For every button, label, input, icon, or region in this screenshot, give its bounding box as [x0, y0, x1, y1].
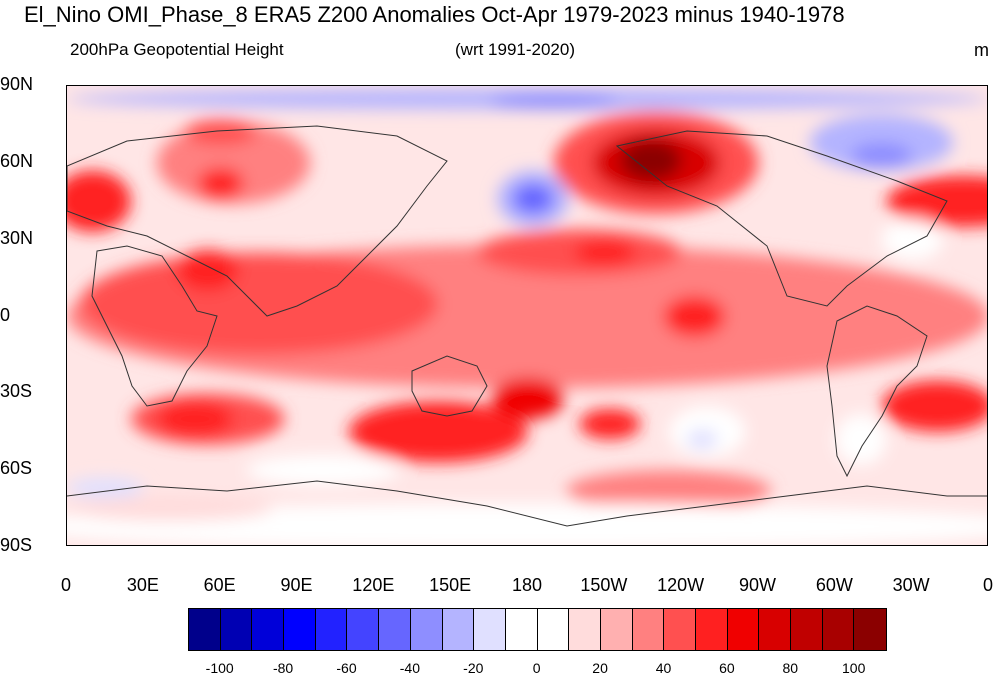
colorbar-box — [600, 609, 633, 650]
anomaly-map — [66, 85, 988, 546]
anomaly-region-north-atlantic-white — [881, 219, 943, 261]
anomaly-region-south-america-white — [835, 413, 887, 466]
units-label: m — [974, 40, 989, 60]
lon-tick-label: 120W — [657, 575, 705, 595]
colorbar-box — [189, 609, 221, 650]
lon-tick-label: 90W — [738, 575, 777, 595]
colorbar-box — [632, 609, 665, 650]
lon-tick-label: 30W — [892, 575, 930, 595]
lat-tick-label: 0 — [0, 304, 11, 325]
colorbar-tick-label: 60 — [719, 660, 735, 676]
colorbar-box — [727, 609, 760, 650]
coastline-australia — [411, 355, 488, 417]
anomaly-region-alaska-high-core — [620, 139, 682, 181]
anomaly-region-central-asia-core — [197, 167, 244, 199]
anomaly-region-antarctic-pink — [67, 495, 272, 522]
coastline-north-america — [615, 130, 948, 307]
colorbar-box — [379, 609, 411, 650]
colorbar-box — [347, 609, 380, 650]
coastline-africa — [91, 245, 218, 407]
variable-label: 200hPa Geopotential Height — [70, 40, 284, 59]
anomaly-region-south-atlantic-red — [881, 380, 987, 432]
anomaly-region-antarctica-white — [67, 503, 987, 545]
colorbar-box — [854, 609, 887, 650]
anomaly-map-svg — [67, 86, 987, 545]
lon-tick-label: 60W — [815, 575, 853, 595]
colorbar-tick-label: -20 — [463, 660, 484, 676]
anomaly-region-greenland-low-core — [850, 142, 913, 168]
lon-tick-label: 0 — [982, 575, 994, 595]
coastline-eurasia — [67, 125, 448, 317]
colorbar — [188, 608, 888, 651]
colorbar-tick-label: -100 — [205, 660, 234, 676]
anomaly-region-south-pacific-blue — [686, 429, 718, 450]
lon-tick-label: 30E — [126, 575, 159, 595]
anomaly-region-equatorial-east-pacific — [663, 296, 726, 337]
colorbar-box — [505, 609, 538, 650]
lat-tick-label: 90N — [0, 74, 34, 94]
reference-period-label: (wrt 1991-2020) — [455, 40, 576, 59]
lon-tick-label: 0 — [60, 575, 72, 595]
colorbar-box — [474, 609, 506, 650]
lat-tick-label: 90S — [0, 535, 33, 555]
lon-tick-label: 60E — [203, 575, 236, 595]
anomaly-region-eastern-atlantic-red — [886, 175, 987, 227]
colorbar-box — [822, 609, 855, 650]
lon-tick-label: 180 — [511, 575, 543, 595]
anomaly-region-southern-ocean-red — [566, 470, 772, 512]
anomaly-region-arabian-peninsula-red — [177, 249, 239, 291]
anomaly-region-south-indian-core — [156, 401, 234, 437]
coastline-south-america — [826, 305, 928, 478]
colorbar-box — [696, 609, 728, 650]
colorbar-tick-label: -40 — [399, 660, 421, 676]
colorbar-box — [284, 609, 316, 650]
lat-tick-label: 60N — [0, 150, 34, 171]
anomaly-region-southern-ocean-white — [246, 454, 400, 486]
colorbar-box — [791, 609, 823, 650]
colorbar-box — [315, 609, 348, 650]
lon-tick-label: 150E — [429, 575, 472, 595]
colorbar-box — [537, 609, 570, 650]
anomaly-region-south-pacific-red — [579, 408, 641, 440]
anomaly-region-australia-south-red — [348, 401, 528, 463]
anomaly-region-siberia-red — [156, 121, 311, 204]
colorbar-box — [759, 609, 792, 650]
coastline-antarctica — [67, 480, 987, 527]
anomaly-region-north-pacific-low-core — [512, 183, 554, 215]
lon-tick-label: 120E — [352, 575, 395, 595]
colorbar-tick-label: -60 — [336, 660, 357, 676]
lat-tick-label: 30S — [0, 381, 33, 402]
colorbar-tick-label: 40 — [655, 660, 672, 676]
anomaly-region-new-zealand-core — [492, 377, 564, 419]
lon-tick-label: 90E — [280, 575, 313, 595]
colorbar-tick-label: 0 — [532, 660, 541, 676]
lon-tick-label: 150W — [580, 575, 628, 595]
colorbar-tick-label: 20 — [592, 660, 608, 676]
colorbar-box — [410, 609, 443, 650]
colorbar-tick-label: 80 — [782, 660, 799, 676]
colorbar-box — [569, 609, 601, 650]
lat-tick-label: 30N — [0, 227, 34, 248]
chart-title: El_Nino OMI_Phase_8 ERA5 Z200 Anomalies … — [24, 2, 845, 27]
colorbar-box — [664, 609, 696, 650]
colorbar-tick-label: -80 — [272, 660, 294, 676]
anomaly-region-north-pacific-core — [574, 239, 636, 266]
colorbar-tick-label: 100 — [842, 660, 866, 676]
anomaly-region-tropics-indian-red — [79, 252, 439, 355]
colorbar-box — [442, 609, 475, 650]
lat-tick-label: 60S — [0, 458, 33, 479]
anomaly-region-arctic-low-core — [489, 93, 618, 110]
colorbar-box — [220, 609, 253, 650]
anomaly-region-arctic-north-russia-red — [184, 119, 257, 145]
colorbar-box — [252, 609, 285, 650]
